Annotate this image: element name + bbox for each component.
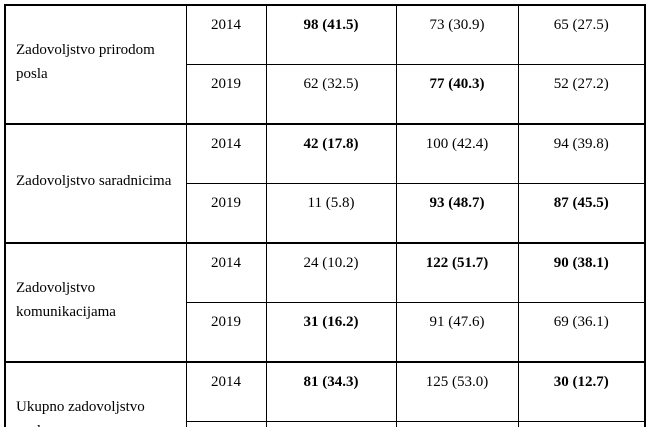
value-cell: 98 (41.5): [265, 4, 397, 65]
year-cell: 2019: [185, 421, 267, 427]
year-cell: 2014: [185, 4, 267, 65]
year-cell: 2019: [185, 64, 267, 125]
row-label-zadovoljstvo-komunikacijama: Zadovoljstvo komunikacijama: [4, 242, 187, 363]
value-cell: 19 (9.9): [517, 421, 646, 427]
table-row: 2019 11 (5.8) 93 (48.7) 87 (45.5): [5, 183, 646, 244]
table-row: Zadovoljstvo prirodom posla 2014 98 (41.…: [4, 4, 646, 125]
value-cell: 93 (48.7): [395, 183, 519, 244]
value-cell: 90 (38.1): [517, 242, 646, 303]
year-cell: 2014: [185, 123, 267, 184]
value-cell: 77 (40.3): [395, 64, 519, 125]
value-cell: 52 (27.2): [517, 64, 646, 125]
value-cell: 87 (45.5): [517, 183, 646, 244]
value-cell: 65 (27.5): [517, 4, 646, 65]
year-cell: 2014: [185, 242, 267, 303]
table-row: 2019 62 (32.5) 77 (40.3) 52 (27.2): [5, 64, 646, 125]
value-cell: 11 (5.8): [265, 183, 397, 244]
value-cell: 100 (42.4): [395, 123, 519, 184]
year-cell: 2019: [185, 183, 267, 244]
value-cell: 54 (28.3): [265, 421, 397, 427]
row-label-ukupno-zadovoljstvo-poslom: Ukupno zadovoljstvo poslom: [4, 361, 187, 427]
value-cell: 91 (47.6): [395, 302, 519, 363]
value-cell: 125 (53.0): [395, 361, 519, 422]
year-cell: 2019: [185, 302, 267, 363]
value-cell: 30 (12.7): [517, 361, 646, 422]
table-row: 2019 31 (16.2) 91 (47.6) 69 (36.1): [5, 302, 646, 363]
row-label-zadovoljstvo-saradnicima: Zadovoljstvo saradnicima: [4, 123, 187, 244]
table-row: Zadovoljstvo komunikacijama 2014 24 (10.…: [4, 242, 646, 363]
year-cell: 2014: [185, 361, 267, 422]
row-label-zadovoljstvo-prirodom-posla: Zadovoljstvo prirodom posla: [4, 4, 187, 125]
value-cell: 73 (30.9): [395, 4, 519, 65]
table-row: 2019 54 (28.3) 118 (61.8) 19 (9.9): [5, 421, 646, 427]
satisfaction-table: Zadovoljstvo prirodom posla 2014 98 (41.…: [4, 4, 646, 427]
value-cell: 31 (16.2): [265, 302, 397, 363]
value-cell: 42 (17.8): [265, 123, 397, 184]
value-cell: 122 (51.7): [395, 242, 519, 303]
table-row: Zadovoljstvo saradnicima 2014 42 (17.8) …: [4, 123, 646, 244]
table-row: Ukupno zadovoljstvo poslom 2014 81 (34.3…: [4, 361, 646, 427]
value-cell: 69 (36.1): [517, 302, 646, 363]
value-cell: 81 (34.3): [265, 361, 397, 422]
value-cell: 62 (32.5): [265, 64, 397, 125]
value-cell: 118 (61.8): [395, 421, 519, 427]
value-cell: 24 (10.2): [265, 242, 397, 303]
value-cell: 94 (39.8): [517, 123, 646, 184]
